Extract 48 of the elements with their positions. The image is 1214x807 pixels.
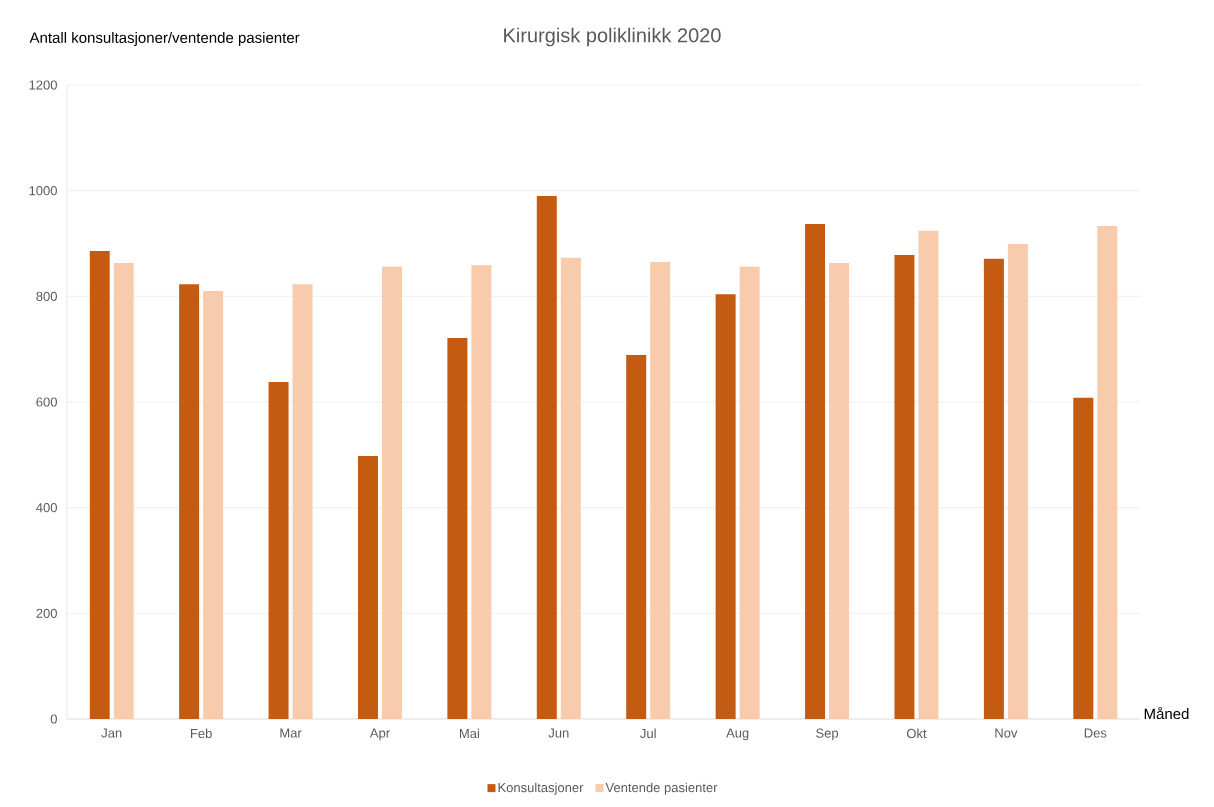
x-tick-label: Mar [280, 728, 302, 738]
bar [89, 250, 110, 719]
bar [1097, 226, 1118, 719]
y-axis-title: Antall konsultasjoner/ventende pasienter [29, 32, 300, 46]
bar [471, 265, 492, 719]
x-tick-label: Jun [548, 728, 569, 738]
bar [650, 261, 671, 719]
y-tick-label: 0 [50, 714, 57, 724]
y-tick-label: 600 [36, 397, 57, 407]
bar [536, 195, 557, 719]
x-tick-label: Feb [191, 728, 212, 739]
x-tick-label: Nov [995, 728, 1018, 738]
bar [179, 284, 200, 719]
bar [447, 338, 468, 719]
bar [357, 455, 378, 719]
bar [626, 354, 647, 719]
bar [292, 284, 313, 719]
y-tick-label: 1200 [29, 80, 57, 90]
x-tick-label: Apr [369, 728, 390, 741]
bar [1007, 244, 1028, 719]
bar [1073, 397, 1094, 719]
bar [715, 294, 736, 719]
bar [805, 223, 826, 719]
legend-label: Konsultasjoner [498, 782, 584, 795]
y-tick-label: 400 [36, 503, 57, 513]
x-tick-label: Sep [816, 728, 839, 741]
x-axis-title: Måned [1144, 706, 1189, 720]
y-tick-label: 200 [36, 608, 57, 618]
bar [268, 381, 289, 719]
x-tick-label: Des [1084, 728, 1107, 738]
x-tick-label: Jan [101, 728, 122, 738]
bar [203, 291, 224, 719]
bar [381, 266, 402, 719]
x-tick-label: Aug [726, 728, 749, 741]
y-tick-label: 1000 [29, 186, 57, 196]
bar [739, 266, 760, 719]
x-tick-label: Mai [459, 728, 479, 739]
x-tick-label: Okt [906, 728, 927, 739]
bar [918, 230, 939, 719]
legend-label: Ventende pasienter [605, 782, 718, 795]
bar [983, 258, 1004, 719]
chart-title: Kirurgisk poliklinikk 2020 [504, 27, 721, 47]
bar [829, 263, 850, 719]
bar [894, 255, 915, 719]
y-tick-label: 800 [36, 291, 57, 301]
bar [560, 257, 581, 719]
bar [113, 263, 134, 719]
x-tick-label: Jul [640, 728, 656, 739]
